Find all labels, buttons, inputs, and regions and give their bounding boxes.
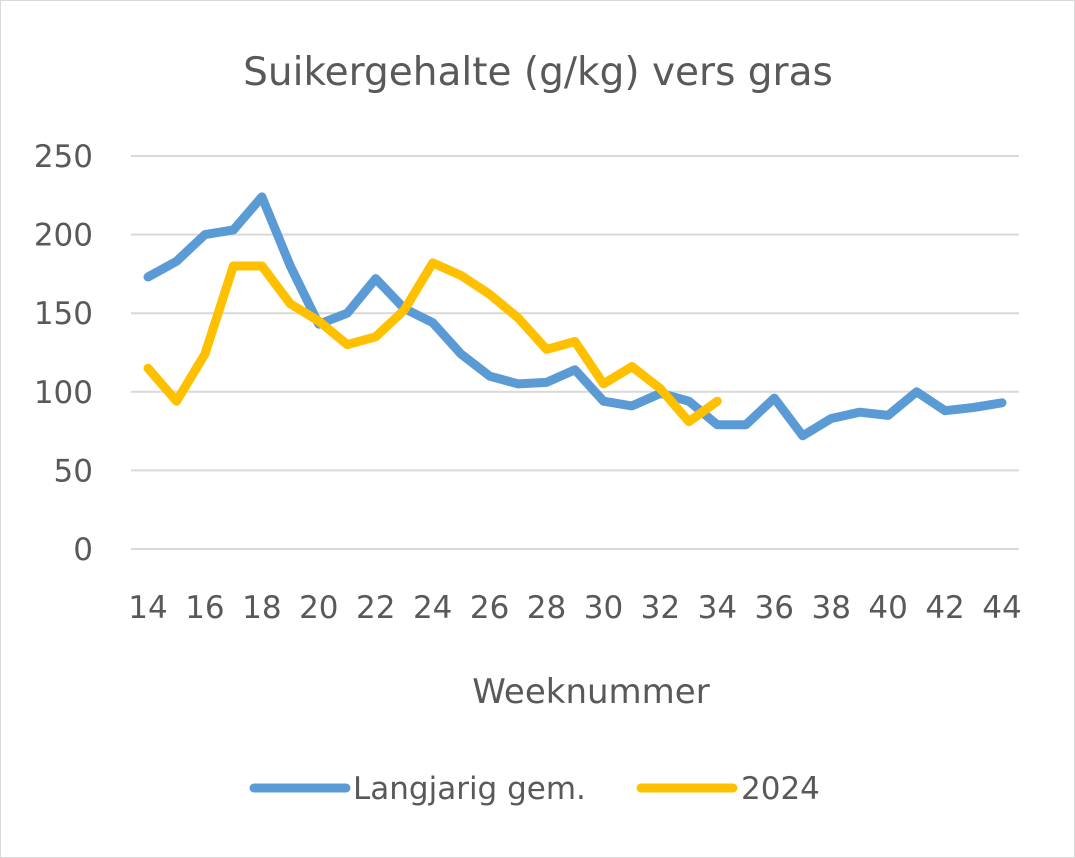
x-tick-label: 18 bbox=[242, 590, 281, 626]
x-tick-label: 22 bbox=[356, 590, 395, 626]
x-tick-label: 44 bbox=[982, 590, 1021, 626]
x-tick-label: 30 bbox=[584, 590, 623, 626]
x-tick-label: 38 bbox=[811, 590, 850, 626]
x-tick-label: 32 bbox=[641, 590, 680, 626]
x-tick-label: 36 bbox=[755, 590, 794, 626]
y-tick-label: 50 bbox=[54, 453, 93, 489]
x-tick-label: 28 bbox=[527, 590, 566, 626]
legend-label: 2024 bbox=[741, 771, 820, 807]
series-line-1 bbox=[143, 192, 1007, 441]
x-tick-label: 40 bbox=[868, 590, 907, 626]
x-tick-label: 20 bbox=[299, 590, 338, 626]
x-tick-label: 16 bbox=[185, 590, 224, 626]
x-tick-label: 14 bbox=[128, 590, 167, 626]
x-axis-title: Weeknummer bbox=[472, 672, 709, 712]
y-tick-label: 150 bbox=[34, 296, 93, 332]
y-tick-label: 0 bbox=[73, 532, 93, 568]
y-tick-label: 100 bbox=[34, 375, 93, 411]
legend: Langjarig gem. 2024 bbox=[249, 771, 820, 807]
x-tick-label: 34 bbox=[698, 590, 737, 626]
x-tick-label: 24 bbox=[413, 590, 452, 626]
y-tick-label: 250 bbox=[34, 139, 93, 175]
x-tick-label: 42 bbox=[925, 590, 964, 626]
y-tick-label: 200 bbox=[34, 218, 93, 254]
y-axis-tick-labels: 0 50 100 150 200 250 bbox=[34, 139, 93, 568]
x-axis-tick-labels: 14 16 18 20 22 24 26 28 30 32 34 36 38 40 42 44 bbox=[128, 590, 1021, 626]
chart-title: Suikergehalte (g/kg) vers gras bbox=[243, 50, 833, 95]
series-line-2 bbox=[143, 258, 722, 427]
x-tick-label: 26 bbox=[470, 590, 509, 626]
series-lines bbox=[143, 192, 1007, 441]
gridlines bbox=[131, 155, 1019, 550]
legend-label: Langjarig gem. bbox=[353, 771, 586, 807]
